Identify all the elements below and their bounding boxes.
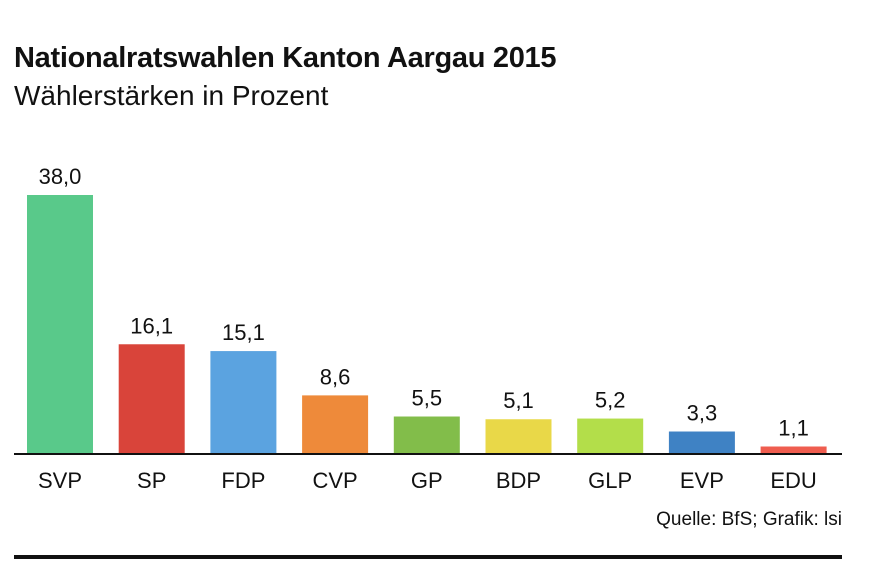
value-label-glp: 5,2 — [595, 388, 626, 413]
bar-cvp — [302, 395, 369, 454]
bar-fdp — [210, 351, 277, 454]
category-label-svp: SVP — [38, 468, 82, 493]
category-label-fdp: FDP — [221, 468, 265, 493]
value-label-sp: 16,1 — [130, 313, 173, 338]
value-label-cvp: 8,6 — [320, 364, 351, 389]
value-label-edu: 1,1 — [778, 416, 809, 441]
bar-gp — [393, 416, 460, 454]
category-label-edu: EDU — [770, 468, 816, 493]
bar-edu — [760, 446, 827, 454]
bar-sp — [118, 344, 185, 454]
source-note: Quelle: BfS; Grafik: lsi — [656, 509, 842, 530]
category-label-gp: GP — [411, 468, 443, 493]
bottom-divider — [14, 555, 842, 559]
category-label-bdp: BDP — [496, 468, 541, 493]
value-label-gp: 5,5 — [412, 386, 443, 411]
value-label-fdp: 15,1 — [222, 320, 265, 345]
chart-title: Nationalratswahlen Kanton Aargau 2015 — [14, 42, 557, 74]
category-label-cvp: CVP — [312, 468, 357, 493]
bar-svp — [27, 195, 93, 454]
bar-glp — [577, 418, 644, 454]
bar-evp — [668, 431, 735, 454]
category-label-sp: SP — [137, 468, 166, 493]
value-label-evp: 3,3 — [687, 401, 718, 426]
chart-subtitle: Wählerstärken in Prozent — [14, 80, 329, 111]
category-label-glp: GLP — [588, 468, 632, 493]
category-label-evp: EVP — [680, 468, 724, 493]
bar-bdp — [485, 419, 552, 454]
value-label-svp: 38,0 — [39, 164, 82, 189]
value-label-bdp: 5,1 — [503, 388, 534, 413]
